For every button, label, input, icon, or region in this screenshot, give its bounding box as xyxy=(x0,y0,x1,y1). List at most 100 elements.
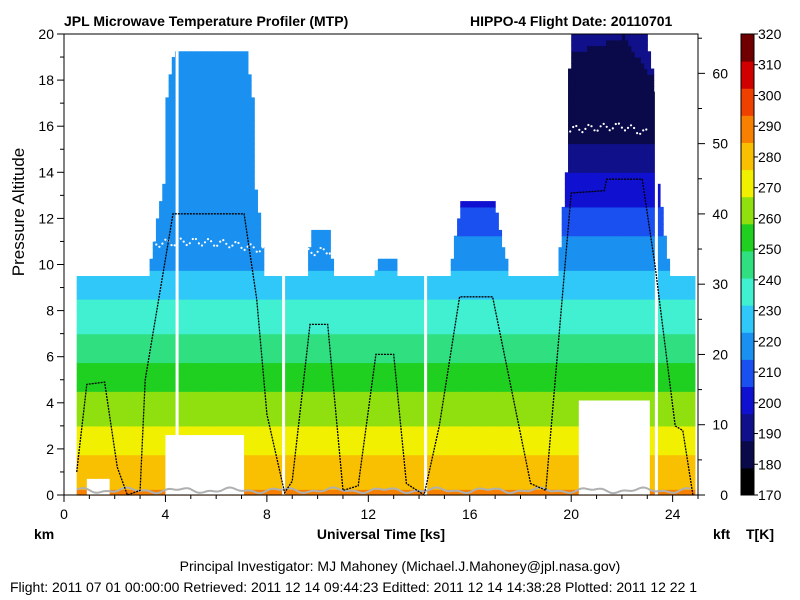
heatmap-cell xyxy=(228,252,233,260)
heatmap-cell xyxy=(190,201,195,208)
heatmap-cell xyxy=(181,108,186,116)
heatmap-cell xyxy=(323,368,328,375)
heatmap-cell xyxy=(98,345,103,352)
heatmap-cell xyxy=(241,97,246,104)
heatmap-cell xyxy=(143,333,148,341)
heatmap-cell xyxy=(314,397,319,404)
heatmap-cell xyxy=(289,373,293,381)
heatmap-cell xyxy=(102,333,106,341)
heatmap-cell xyxy=(79,489,84,496)
heatmap-cell xyxy=(127,299,132,306)
heatmap-cell xyxy=(86,391,90,398)
heatmap-cell xyxy=(308,258,312,266)
heatmap-cell xyxy=(266,350,271,358)
heatmap-cell xyxy=(304,431,309,438)
heatmap-cell xyxy=(244,252,249,260)
heatmap-cell xyxy=(235,120,239,127)
heatmap-cell xyxy=(136,316,141,323)
heatmap-cell xyxy=(320,316,325,323)
heatmap-cell xyxy=(136,483,141,490)
heatmap-cell xyxy=(311,397,316,404)
heatmap-cell xyxy=(187,178,192,185)
heatmap-cell xyxy=(178,391,182,398)
heatmap-cell xyxy=(273,460,277,467)
heatmap-cell xyxy=(212,408,217,415)
heatmap-cell xyxy=(327,304,331,312)
heatmap-cell xyxy=(244,471,249,479)
heatmap-cell xyxy=(121,356,125,364)
heatmap-cell xyxy=(333,391,338,398)
heatmap-cell xyxy=(257,420,262,427)
heatmap-cell xyxy=(83,333,87,341)
heatmap-cell xyxy=(216,62,220,70)
heatmap-cell xyxy=(140,402,144,410)
heatmap-cell xyxy=(225,327,230,335)
heatmap-cell xyxy=(266,310,271,317)
heatmap-cell xyxy=(317,402,322,410)
heatmap-cell xyxy=(254,379,258,387)
heatmap-cell xyxy=(222,247,227,254)
heatmap-cell xyxy=(95,471,100,479)
heatmap-cell xyxy=(159,339,163,346)
heatmap-cell xyxy=(212,218,217,225)
heatmap-cell xyxy=(92,425,97,433)
heatmap-cell xyxy=(232,74,236,81)
heatmap-cell xyxy=(162,477,167,485)
heatmap-cell xyxy=(266,397,271,404)
heatmap-cell xyxy=(254,402,258,410)
heatmap-cell xyxy=(295,402,300,410)
heatmap-cell xyxy=(190,108,195,116)
heatmap-cell xyxy=(159,229,163,237)
heatmap-cell xyxy=(270,350,274,358)
heatmap-cell xyxy=(130,333,135,341)
heatmap-cell xyxy=(146,483,151,490)
heatmap-cell xyxy=(228,316,233,323)
heatmap-cell xyxy=(251,195,255,202)
heatmap-cell xyxy=(270,304,274,312)
heatmap-cell xyxy=(149,437,154,444)
heatmap-cell xyxy=(159,368,163,375)
heatmap-cell xyxy=(133,489,138,496)
heatmap-cell xyxy=(244,379,249,387)
heatmap-cell xyxy=(317,408,322,415)
heatmap-cell xyxy=(238,183,243,191)
heatmap-cell xyxy=(251,114,255,122)
heatmap-cell xyxy=(197,368,201,375)
heatmap-cell xyxy=(251,437,255,444)
heatmap-cell xyxy=(162,229,167,237)
heatmap-cell xyxy=(301,477,306,485)
heatmap-cell xyxy=(279,356,284,364)
heatmap-cell xyxy=(222,183,227,191)
heatmap-cell xyxy=(216,362,220,369)
heatmap-cell xyxy=(206,91,211,98)
heatmap-cell xyxy=(111,339,116,346)
heatmap-cell xyxy=(197,51,201,58)
heatmap-cell xyxy=(111,402,116,410)
heatmap-cell xyxy=(241,149,246,156)
heatmap-cell xyxy=(171,160,176,168)
heatmap-cell xyxy=(121,368,125,375)
heatmap-cell xyxy=(146,316,151,323)
heatmap-cell xyxy=(162,287,167,294)
heatmap-cell xyxy=(206,178,211,185)
heatmap-cell xyxy=(346,443,350,450)
heatmap-cell xyxy=(308,327,312,335)
heatmap-cell xyxy=(289,345,293,352)
heatmap-cell xyxy=(342,379,347,387)
heatmap-cell xyxy=(149,293,154,300)
heatmap-cell xyxy=(219,155,224,162)
heatmap-cell xyxy=(304,356,309,364)
heatmap-cell xyxy=(203,131,208,139)
heatmap-cell xyxy=(181,120,186,127)
heatmap-cell xyxy=(228,287,233,294)
heatmap-cell xyxy=(222,74,227,81)
heatmap-cell xyxy=(346,385,350,392)
heatmap-cell xyxy=(187,420,192,427)
heatmap-cell xyxy=(130,316,135,323)
heatmap-cell xyxy=(140,339,144,346)
heatmap-cell xyxy=(295,466,300,473)
heatmap-cell xyxy=(304,408,309,415)
heatmap-cell xyxy=(155,281,160,289)
heatmap-cell xyxy=(143,414,148,421)
heatmap-cell xyxy=(149,270,154,277)
